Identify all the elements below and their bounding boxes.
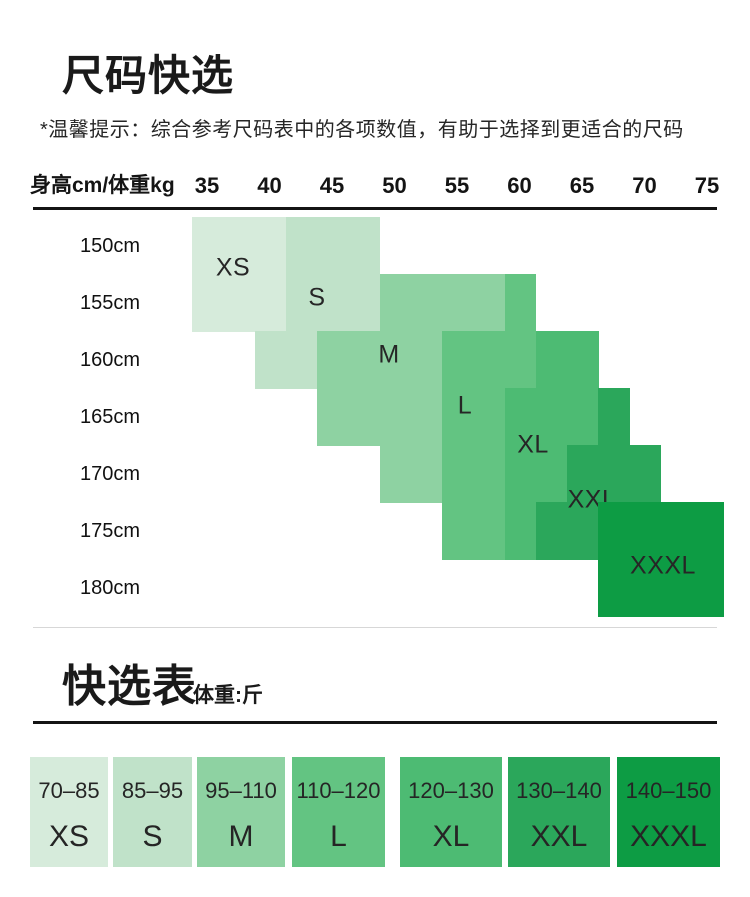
height-row-label: 170cm <box>79 462 141 485</box>
tile-weight-range: 140–150 <box>625 778 712 803</box>
weight-header: 35 <box>194 173 220 198</box>
weight-header: 55 <box>444 173 470 198</box>
size-block-l <box>504 274 537 332</box>
axis-corner-label: 身高cm/体重kg <box>30 174 175 197</box>
height-row-label: 150cm <box>79 234 141 257</box>
size-block-xxl <box>567 445 662 503</box>
size-label-xl: XL <box>517 430 549 459</box>
size-block-xxxl <box>598 502 724 617</box>
tile-size-label: XL <box>432 820 470 853</box>
size-tile-l: 110–120 L <box>292 757 385 867</box>
header-divider <box>33 207 717 210</box>
weight-header: 65 <box>569 173 595 198</box>
tile-size-label: XXXL <box>630 820 707 853</box>
tile-weight-range: 130–140 <box>516 778 602 803</box>
tile-size-label: M <box>228 820 254 853</box>
size-tile-xs: 70–85 XS <box>30 757 108 867</box>
size-block-l <box>442 331 537 389</box>
page-title: 尺码快选 <box>62 52 235 99</box>
tile-weight-range: 110–120 <box>296 778 381 803</box>
size-label-s: S <box>308 283 326 312</box>
height-row-label: 155cm <box>79 291 141 314</box>
height-row-label: 165cm <box>79 405 141 428</box>
tile-size-label: L <box>330 820 347 853</box>
section-divider <box>33 627 717 628</box>
size-block-xs <box>192 217 287 332</box>
size-block-m <box>317 331 443 446</box>
size-tile-xxxl: 140–150 XXXL <box>617 757 720 867</box>
size-tile-xl: 120–130 XL <box>400 757 502 867</box>
size-block-l <box>442 388 505 560</box>
size-tile-m: 95–110 M <box>197 757 285 867</box>
size-block-s <box>254 331 318 389</box>
weight-header: 40 <box>257 173 282 198</box>
size-tile-s: 85–95 S <box>113 757 192 867</box>
table-divider <box>33 721 717 724</box>
size-label-xs: XS <box>215 253 251 282</box>
size-block-m <box>379 445 443 503</box>
size-block-xl <box>504 388 599 446</box>
weight-header: 60 <box>507 173 532 198</box>
size-block-xl <box>535 331 599 389</box>
size-block-s <box>285 217 380 332</box>
quick-table-title: 快选表 <box>62 662 197 711</box>
size-tile-xxl: 130–140 XXL <box>508 757 610 867</box>
tip-text: *温馨提示：综合参考尺码表中的各项数值，有助于选择到更适合的尺码 <box>40 119 684 141</box>
size-label-l: L <box>457 391 473 420</box>
tile-size-label: XXL <box>530 820 588 853</box>
size-block-xl <box>504 502 537 560</box>
weight-header: 45 <box>319 173 345 198</box>
size-block-xxl <box>535 502 599 560</box>
size-block-m <box>379 274 505 332</box>
tile-size-label: S <box>142 820 163 853</box>
height-row-label: 160cm <box>79 348 141 371</box>
weight-header: 50 <box>382 173 407 198</box>
tile-weight-range: 120–130 <box>408 778 494 803</box>
size-label-m: M <box>378 340 400 369</box>
size-block-xxl <box>598 388 630 446</box>
weight-unit-label: 体重:斤 <box>193 684 263 707</box>
size-label-xxxl: XXXL <box>630 551 696 580</box>
tile-size-label: XS <box>48 820 90 853</box>
tile-weight-range: 85–95 <box>121 778 184 803</box>
tile-weight-range: 70–85 <box>38 778 100 803</box>
size-block-xl <box>504 445 568 503</box>
weight-header: 75 <box>694 173 720 198</box>
tile-weight-range: 95–110 <box>205 778 277 803</box>
height-row-label: 175cm <box>79 519 141 542</box>
height-row-label: 180cm <box>79 576 141 599</box>
weight-header: 70 <box>632 173 657 198</box>
